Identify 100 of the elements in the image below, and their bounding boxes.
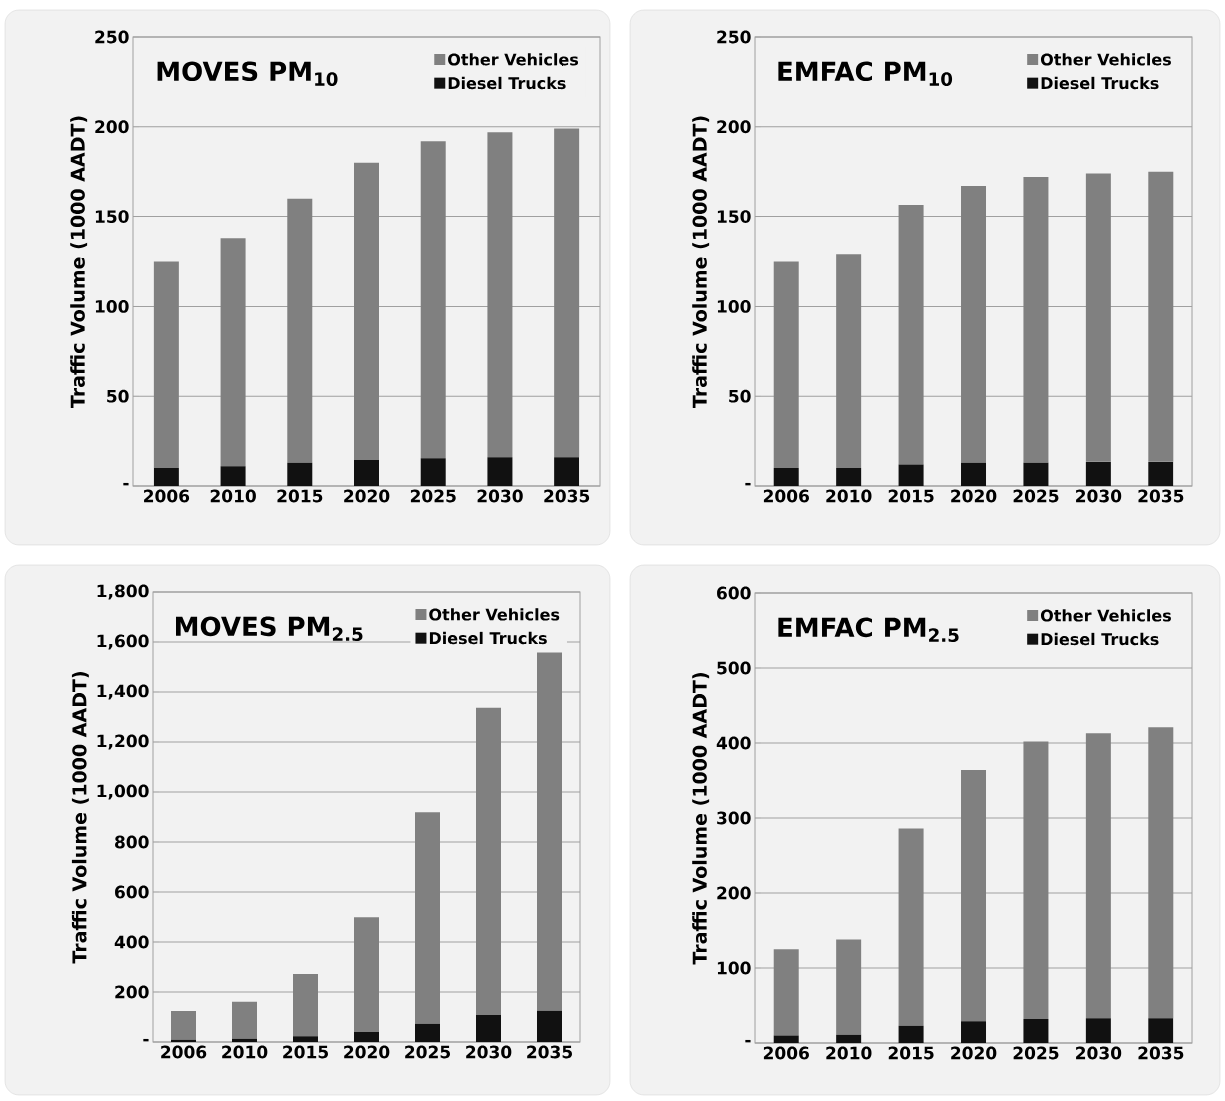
bar	[1085, 1018, 1111, 1043]
y-axis-title: Traffic Volume (1000 AADT)	[692, 116, 710, 408]
y-tick-label: 100	[717, 299, 751, 313]
x-tick-label: 2035	[1138, 1046, 1184, 1060]
bar	[836, 1034, 862, 1043]
bar	[1148, 171, 1174, 462]
bar	[961, 770, 987, 1022]
x-tick-label: 2010	[826, 489, 872, 503]
x-tick-label: 2035	[527, 1045, 572, 1059]
bar	[773, 1035, 799, 1043]
x-tick-label: 2025	[1013, 489, 1059, 503]
text: EMFAC PM$_{10}$	[778, 61, 953, 86]
x-tick-label: 2015	[888, 489, 934, 503]
bar	[537, 1010, 562, 1042]
x-tick-label: 2030	[1076, 1046, 1122, 1060]
bar	[1085, 733, 1111, 1019]
bar	[153, 468, 179, 486]
bar	[836, 254, 862, 469]
bar	[961, 186, 987, 463]
bar	[898, 204, 924, 465]
bar	[354, 917, 379, 1032]
x-tick-label: 2025	[1013, 1046, 1059, 1060]
bar	[287, 462, 313, 486]
y-tick-label: 100	[717, 961, 751, 975]
y-axis-title: Traffic Volume (1000 AADT)	[692, 673, 710, 965]
y-tick-label: 800	[115, 835, 149, 849]
bar	[354, 459, 379, 486]
legend-label: Other Vehicles	[1040, 53, 1171, 66]
bar	[232, 1038, 257, 1042]
y-axis-title: Traffic Volume (1000 AADT)	[71, 672, 89, 964]
x-tick-label: 2006	[161, 1045, 207, 1059]
y-tick-label: 400	[716, 736, 751, 750]
legend-label: Diesel Trucks	[1041, 632, 1159, 646]
x-tick-label: 2006	[144, 489, 190, 503]
bar	[153, 261, 179, 469]
bar	[287, 198, 313, 463]
x-tick-label: 2010	[210, 489, 256, 503]
x-tick-label: 2020	[951, 1046, 997, 1060]
bar	[554, 128, 580, 458]
legend-label: Diesel Trucks	[448, 76, 566, 90]
legend-label: Other Vehicles	[429, 608, 560, 621]
legend-label: Other Vehicles	[448, 53, 579, 66]
x-tick-label: 2020	[951, 489, 997, 503]
bar	[773, 261, 799, 469]
y-tick-label: 600	[717, 586, 751, 600]
y-tick-label: 1,200	[97, 734, 149, 750]
bar	[773, 468, 799, 486]
bar	[220, 466, 246, 486]
y-tick-label: 150	[95, 210, 129, 224]
y-tick-label: 200	[717, 886, 751, 900]
y-tick-label: 200	[95, 120, 129, 134]
bar	[1148, 1018, 1174, 1043]
bar	[1023, 177, 1049, 463]
x-tick-label: 2010	[826, 1046, 872, 1060]
legend-label: Diesel Trucks	[429, 631, 547, 645]
bar	[1085, 173, 1111, 462]
bar	[836, 468, 862, 486]
legend-label: Other Vehicles	[1040, 609, 1171, 622]
y-axis-title: Traffic Volume (1000 AADT)	[70, 116, 88, 408]
bar	[487, 132, 513, 458]
x-tick-label: 2006	[763, 489, 809, 503]
bar	[898, 828, 924, 1026]
bar	[476, 1015, 501, 1042]
y-tick-label: 150	[717, 210, 751, 224]
y-tick-label: 1,800	[97, 584, 149, 600]
y-tick-label: 1,600	[97, 634, 149, 650]
bar	[220, 238, 246, 467]
bar	[1148, 461, 1174, 486]
x-tick-label: 2015	[283, 1045, 328, 1059]
bar	[293, 974, 318, 1037]
bar	[232, 1001, 257, 1039]
bar	[1023, 1019, 1049, 1043]
y-tick-label: 50	[107, 389, 129, 403]
x-tick-label: 2035	[544, 489, 590, 503]
bar	[1023, 741, 1049, 1019]
bar	[898, 464, 924, 486]
text: EMFAC PM$_{2.5}$	[778, 617, 959, 643]
y-tick-label: 400	[114, 935, 149, 949]
bar	[487, 457, 513, 486]
bar	[293, 1036, 318, 1042]
bar	[354, 162, 379, 460]
y-tick-label: -	[745, 482, 751, 486]
bar	[354, 1032, 379, 1042]
bar	[1085, 461, 1111, 486]
y-tick-label: 250	[95, 30, 129, 44]
bar	[898, 1025, 924, 1043]
bar	[961, 462, 987, 486]
x-tick-label: 2020	[344, 1045, 390, 1059]
bar	[554, 457, 580, 486]
y-tick-label: 250	[717, 30, 751, 44]
y-tick-label: 100	[95, 299, 129, 313]
bar	[961, 1021, 987, 1043]
legend-label: Diesel Trucks	[1041, 76, 1159, 90]
y-tick-label: -	[143, 1038, 149, 1042]
bar	[420, 458, 446, 486]
y-tick-label: 1,000	[97, 784, 149, 800]
x-tick-label: 2006	[763, 1046, 809, 1060]
y-tick-label: 200	[115, 985, 149, 999]
y-tick-label: -	[123, 482, 129, 486]
x-tick-label: 2025	[405, 1045, 450, 1059]
